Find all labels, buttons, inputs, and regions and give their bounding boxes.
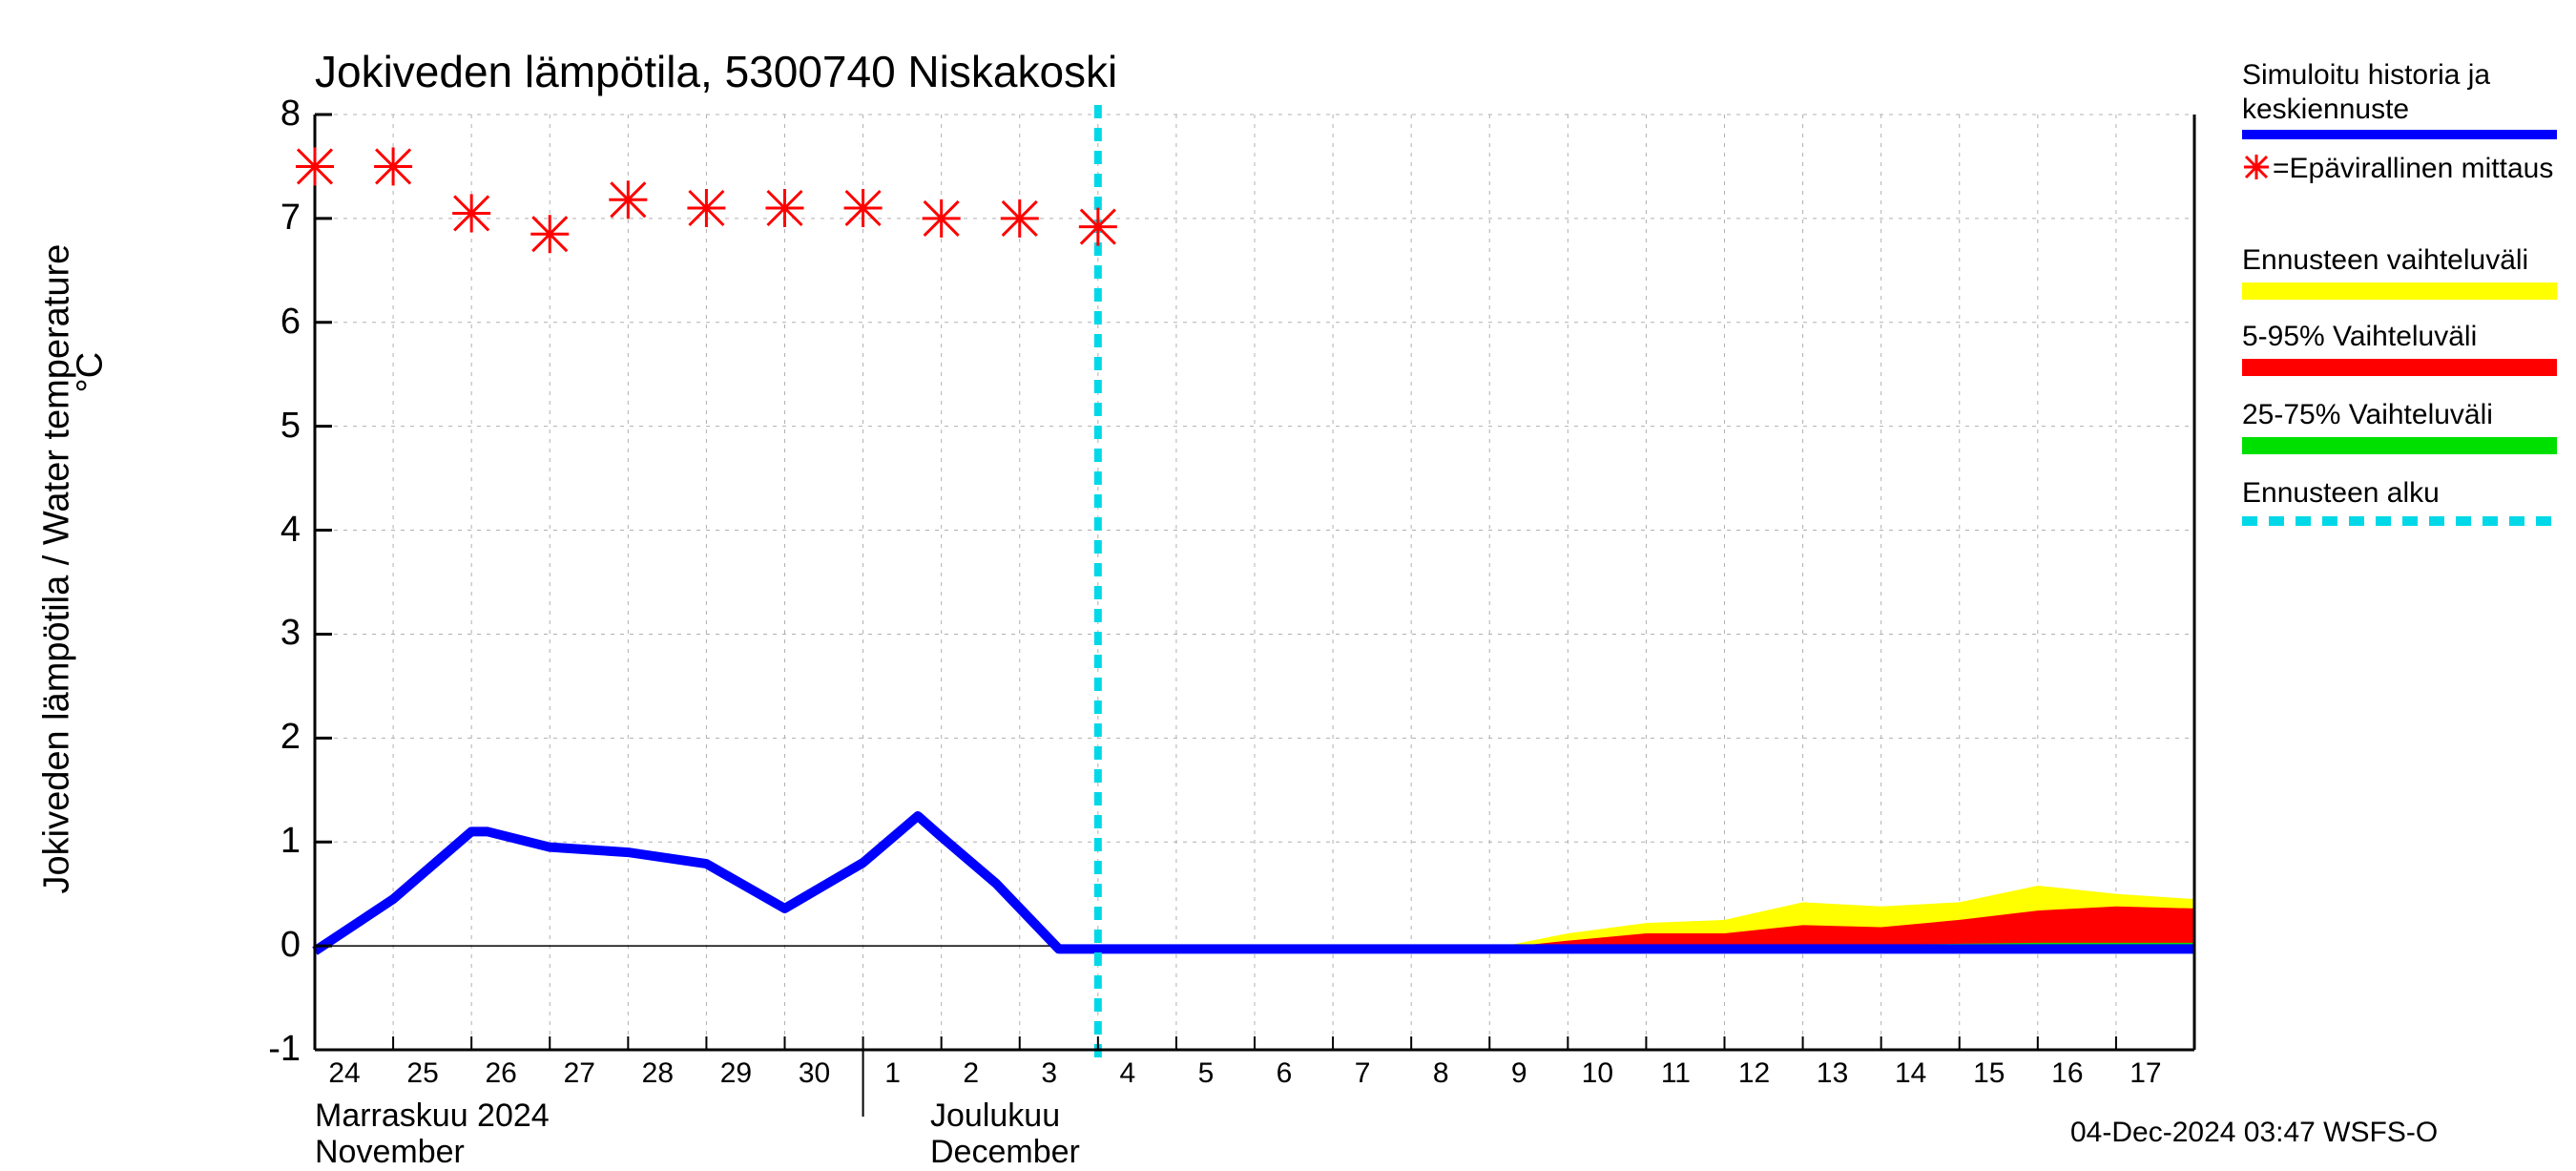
legend-r-text: 5-95% Vaihteluväli bbox=[2242, 321, 2477, 353]
x-tick-3: 3 bbox=[1026, 1057, 1073, 1090]
x-tick-26: 26 bbox=[477, 1057, 525, 1090]
x-tick-9: 9 bbox=[1495, 1057, 1543, 1090]
month2-fi: Joulukuu bbox=[930, 1098, 1060, 1135]
legend-unofficial: =Epävirallinen mittaus bbox=[2273, 153, 2553, 185]
x-tick-14: 14 bbox=[1887, 1057, 1935, 1090]
plot-svg bbox=[0, 0, 2576, 1145]
chart-container: { "title": "Jokiveden lämpötila, 5300740… bbox=[0, 0, 2576, 1145]
x-tick-28: 28 bbox=[634, 1057, 681, 1090]
x-tick-4: 4 bbox=[1104, 1057, 1152, 1090]
legend-sim-line1: Simuloitu historia ja bbox=[2242, 59, 2490, 92]
legend-r-bar bbox=[2242, 359, 2557, 376]
x-tick-27: 27 bbox=[555, 1057, 603, 1090]
month2-en: December bbox=[930, 1134, 1080, 1171]
legend-marker-icon bbox=[2242, 153, 2271, 181]
x-tick-10: 10 bbox=[1573, 1057, 1621, 1090]
month1-en: November bbox=[315, 1134, 465, 1171]
legend-sim-line2: keskiennuste bbox=[2242, 94, 2409, 126]
x-tick-12: 12 bbox=[1731, 1057, 1778, 1090]
x-tick-1: 1 bbox=[869, 1057, 917, 1090]
x-tick-7: 7 bbox=[1339, 1057, 1386, 1090]
x-tick-6: 6 bbox=[1260, 1057, 1308, 1090]
legend-g-bar bbox=[2242, 437, 2557, 454]
x-tick-24: 24 bbox=[321, 1057, 368, 1090]
x-tick-11: 11 bbox=[1652, 1057, 1699, 1090]
legend-y-text: Ennusteen vaihteluväli bbox=[2242, 244, 2528, 277]
legend-start-line bbox=[2242, 515, 2557, 527]
x-tick-8: 8 bbox=[1417, 1057, 1465, 1090]
legend-g-text: 25-75% Vaihteluväli bbox=[2242, 399, 2493, 431]
x-tick-15: 15 bbox=[1965, 1057, 2013, 1090]
legend-start-text: Ennusteen alku bbox=[2242, 477, 2440, 510]
timestamp: 04-Dec-2024 03:47 WSFS-O bbox=[2070, 1117, 2438, 1149]
month1-fi: Marraskuu 2024 bbox=[315, 1098, 550, 1135]
x-tick-16: 16 bbox=[2044, 1057, 2091, 1090]
x-tick-25: 25 bbox=[399, 1057, 447, 1090]
legend-sim-bar bbox=[2242, 130, 2557, 139]
x-tick-29: 29 bbox=[712, 1057, 759, 1090]
x-tick-5: 5 bbox=[1182, 1057, 1230, 1090]
legend-y-bar bbox=[2242, 282, 2557, 300]
x-tick-13: 13 bbox=[1809, 1057, 1857, 1090]
x-tick-17: 17 bbox=[2122, 1057, 2170, 1090]
x-tick-30: 30 bbox=[791, 1057, 839, 1090]
x-tick-2: 2 bbox=[947, 1057, 995, 1090]
